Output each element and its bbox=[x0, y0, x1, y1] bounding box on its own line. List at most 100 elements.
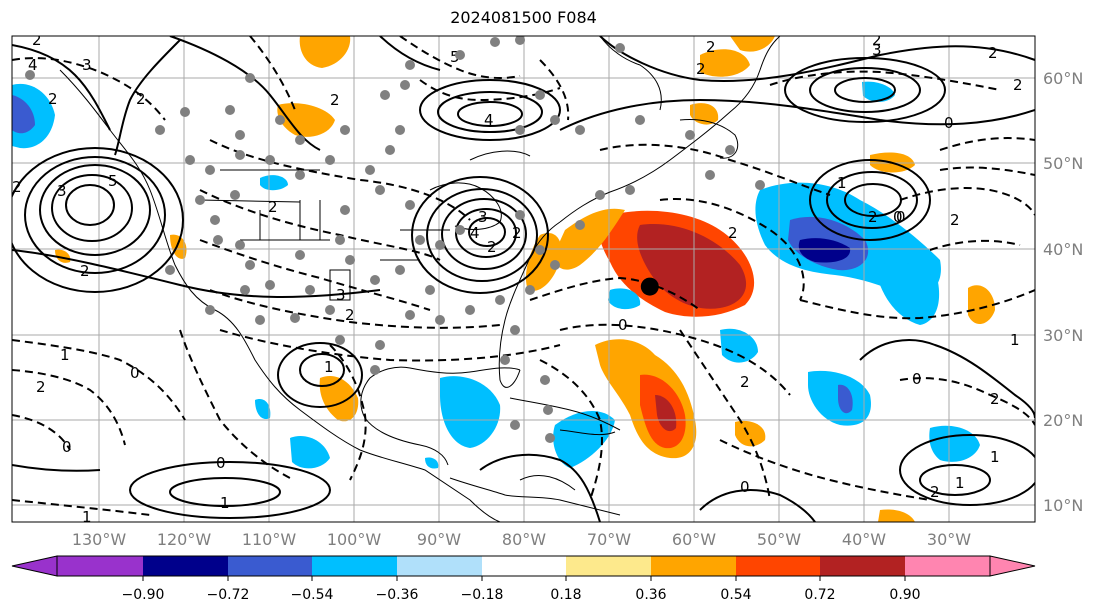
lon-label: 70°W bbox=[587, 530, 631, 549]
longitude-labels: 130°W 120°W 110°W 100°W 90°W 80°W 70°W 6… bbox=[72, 530, 971, 549]
colorbar-bin bbox=[566, 556, 651, 576]
svg-text:0: 0 bbox=[740, 478, 750, 496]
station-dots bbox=[25, 36, 765, 443]
contour-labels: 2 3 4 5 2 2 3 4 5 2 2 2 2 3 2 4 2 3 2 1 … bbox=[12, 31, 1023, 526]
svg-text:3: 3 bbox=[872, 41, 882, 59]
colorbar: −0.90 −0.72 −0.54 −0.36 −0.18 0.18 0.36 … bbox=[11, 555, 1036, 603]
lat-label: 50°N bbox=[1043, 154, 1083, 173]
lon-label: 110°W bbox=[242, 530, 297, 549]
svg-text:2: 2 bbox=[950, 211, 960, 229]
svg-text:4: 4 bbox=[28, 56, 38, 74]
colorbar-bin bbox=[736, 556, 820, 576]
lat-label: 20°N bbox=[1043, 411, 1083, 430]
svg-text:1: 1 bbox=[990, 448, 1000, 466]
lon-label: 130°W bbox=[72, 530, 127, 549]
colorbar-tick: 0.36 bbox=[635, 587, 666, 603]
map-frame bbox=[11, 35, 1036, 523]
lon-label: 100°W bbox=[327, 530, 382, 549]
colorbar-extend-min bbox=[11, 555, 58, 577]
colorbar-bin bbox=[397, 556, 482, 576]
svg-text:1: 1 bbox=[955, 474, 965, 492]
svg-text:0: 0 bbox=[62, 438, 72, 456]
svg-text:0: 0 bbox=[912, 370, 922, 388]
svg-text:3: 3 bbox=[82, 56, 92, 74]
svg-text:2: 2 bbox=[12, 178, 22, 196]
colorbar-tick: 0.72 bbox=[804, 587, 835, 603]
svg-text:4: 4 bbox=[470, 224, 480, 242]
location-marker bbox=[640, 277, 659, 296]
colorbar-tick: −0.90 bbox=[122, 587, 165, 603]
colorbar-tick: −0.18 bbox=[461, 587, 504, 603]
svg-text:2: 2 bbox=[930, 483, 940, 501]
svg-text:0: 0 bbox=[893, 208, 903, 226]
colorbar-extend-max bbox=[989, 555, 1036, 577]
svg-text:2: 2 bbox=[48, 90, 58, 108]
svg-text:5: 5 bbox=[450, 48, 460, 66]
lat-label: 30°N bbox=[1043, 326, 1083, 345]
colorbar-bin bbox=[57, 556, 143, 576]
svg-text:2: 2 bbox=[990, 390, 1000, 408]
colorbar-tick: −0.54 bbox=[291, 587, 334, 603]
svg-text:2: 2 bbox=[706, 38, 716, 56]
colorbar-bin bbox=[312, 556, 397, 576]
colorbar-bin bbox=[143, 556, 228, 576]
svg-text:4: 4 bbox=[484, 111, 494, 129]
svg-text:0: 0 bbox=[944, 114, 954, 132]
colorbar-tick: 0.18 bbox=[550, 587, 581, 603]
svg-text:1: 1 bbox=[1010, 331, 1020, 349]
svg-text:2: 2 bbox=[345, 306, 355, 324]
lat-label: 10°N bbox=[1043, 496, 1083, 515]
map-title: 2024081500 F084 bbox=[450, 8, 597, 27]
svg-text:0: 0 bbox=[618, 316, 628, 334]
colorbar-bin bbox=[482, 556, 566, 576]
dashed-contours bbox=[12, 36, 1035, 516]
lon-label: 90°W bbox=[417, 530, 461, 549]
svg-text:0: 0 bbox=[216, 454, 226, 472]
svg-text:2: 2 bbox=[872, 31, 882, 49]
colorbar-tick: −0.72 bbox=[207, 587, 250, 603]
svg-text:2: 2 bbox=[32, 31, 42, 49]
colorbar-tick: 0.90 bbox=[889, 587, 920, 603]
lon-label: 60°W bbox=[672, 530, 716, 549]
svg-text:2: 2 bbox=[487, 238, 497, 256]
svg-text:5: 5 bbox=[108, 172, 118, 190]
colorbar-bin bbox=[905, 556, 990, 576]
svg-text:2: 2 bbox=[868, 208, 878, 226]
svg-text:2: 2 bbox=[696, 60, 706, 78]
svg-text:3: 3 bbox=[57, 182, 67, 200]
svg-text:0: 0 bbox=[130, 364, 140, 382]
lon-label: 40°W bbox=[842, 530, 886, 549]
svg-text:3: 3 bbox=[336, 286, 346, 304]
svg-text:2: 2 bbox=[988, 44, 998, 62]
lon-label: 80°W bbox=[502, 530, 546, 549]
svg-text:1: 1 bbox=[60, 346, 70, 364]
svg-text:2: 2 bbox=[330, 91, 340, 109]
svg-text:2: 2 bbox=[512, 224, 522, 242]
map-area: 2 3 4 5 2 2 3 4 5 2 2 2 2 3 2 4 2 3 2 1 … bbox=[12, 31, 1035, 526]
lon-label: 50°W bbox=[757, 530, 801, 549]
svg-text:2: 2 bbox=[728, 224, 738, 242]
svg-text:1: 1 bbox=[82, 508, 92, 526]
latitude-labels: 60°N 50°N 40°N 30°N 20°N 10°N bbox=[1043, 69, 1083, 515]
colorbar-bin bbox=[651, 556, 736, 576]
colorbar-bin bbox=[228, 556, 312, 576]
colorbar-tick: 0.54 bbox=[720, 587, 751, 603]
svg-text:2: 2 bbox=[136, 90, 146, 108]
coastlines bbox=[59, 36, 781, 522]
colorbar-bin bbox=[820, 556, 905, 576]
svg-text:1: 1 bbox=[324, 358, 334, 376]
lat-label: 60°N bbox=[1043, 69, 1083, 88]
svg-text:3: 3 bbox=[478, 208, 488, 226]
svg-text:1: 1 bbox=[837, 174, 847, 192]
svg-text:2: 2 bbox=[36, 378, 46, 396]
svg-text:2: 2 bbox=[80, 262, 90, 280]
colorbar-tick: −0.36 bbox=[376, 587, 419, 603]
svg-text:2: 2 bbox=[1013, 76, 1023, 94]
svg-text:1: 1 bbox=[220, 494, 230, 512]
svg-text:2: 2 bbox=[740, 373, 750, 391]
svg-text:0: 0 bbox=[896, 208, 906, 226]
lat-label: 40°N bbox=[1043, 240, 1083, 259]
lon-label: 30°W bbox=[927, 530, 971, 549]
lon-label: 120°W bbox=[157, 530, 212, 549]
